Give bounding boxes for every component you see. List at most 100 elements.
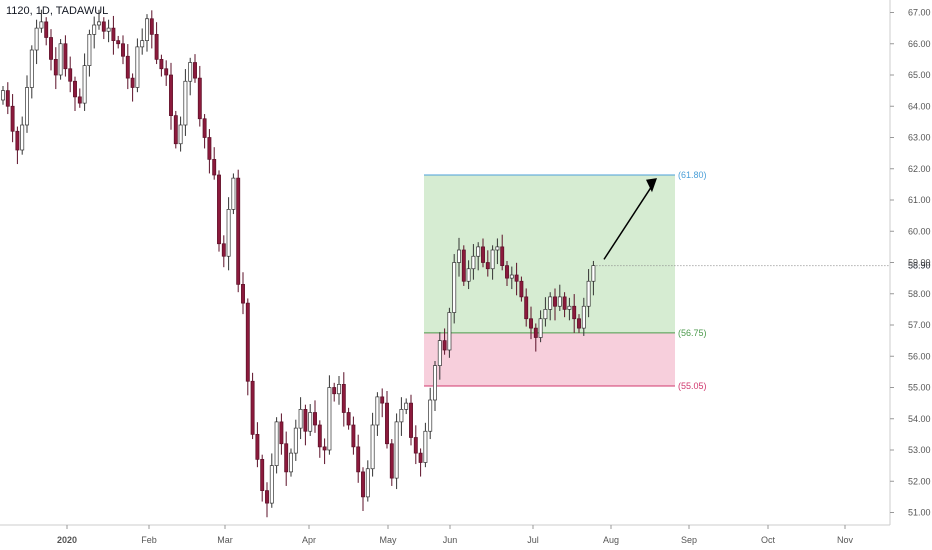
candle-body xyxy=(202,118,207,138)
candle xyxy=(197,65,202,127)
candle-body xyxy=(351,424,356,448)
candle-body xyxy=(154,34,159,60)
candle xyxy=(250,372,255,440)
candle xyxy=(260,454,265,502)
candle-body xyxy=(543,309,548,320)
candle-body xyxy=(125,55,130,79)
price-tick-label: 56.00 xyxy=(908,351,931,361)
candle-body xyxy=(572,305,577,320)
candle xyxy=(284,431,289,486)
price-tick-label: 58.00 xyxy=(908,289,931,299)
candle-body xyxy=(188,62,193,82)
candle xyxy=(461,245,466,286)
candle xyxy=(44,17,49,46)
candle-body xyxy=(68,68,73,82)
candle-body xyxy=(577,318,581,329)
candle xyxy=(169,62,173,130)
candle xyxy=(476,242,481,271)
candle-body xyxy=(457,249,461,263)
price-tick-label: 66.00 xyxy=(908,39,931,49)
candle-body xyxy=(241,284,245,304)
candle xyxy=(452,254,457,324)
candle xyxy=(356,434,361,483)
candle-body xyxy=(231,177,236,210)
candle xyxy=(58,39,63,80)
candle-body xyxy=(73,80,77,98)
candle-body xyxy=(49,37,53,60)
candle xyxy=(538,310,543,343)
candle-body xyxy=(433,365,437,401)
candle xyxy=(111,15,116,55)
candle-body xyxy=(529,318,533,329)
candle-body xyxy=(130,77,135,88)
time-tick-label: Apr xyxy=(302,535,316,545)
candle xyxy=(293,419,298,461)
candle xyxy=(577,314,581,333)
candle xyxy=(375,392,380,436)
candle-body xyxy=(140,40,145,48)
candle-body xyxy=(97,21,101,26)
stop-level-label: (55.05) xyxy=(678,381,707,391)
time-tick-label: Sep xyxy=(681,535,697,545)
candle-body xyxy=(236,177,241,285)
candle xyxy=(255,422,260,468)
candle xyxy=(20,116,25,155)
price-tick-label: 62.00 xyxy=(908,164,931,174)
time-tick-label: Mar xyxy=(217,535,233,545)
candle-body xyxy=(509,274,514,279)
candle-body xyxy=(226,209,231,257)
candle-body xyxy=(15,130,20,151)
last-price-label: 58.90 xyxy=(908,261,931,271)
price-tick-label: 54.00 xyxy=(908,414,931,424)
candle-body xyxy=(317,424,322,448)
candle xyxy=(509,266,514,290)
projection-arrow-head xyxy=(646,178,657,193)
candle xyxy=(428,387,433,440)
candle-body xyxy=(106,27,111,32)
candle xyxy=(389,439,394,486)
candle xyxy=(346,407,351,430)
candle-body xyxy=(399,409,404,423)
target-level-label: (61.80) xyxy=(678,170,707,180)
projection-arrow-line xyxy=(603,182,655,260)
candle xyxy=(490,245,495,280)
candle xyxy=(25,75,29,133)
candle xyxy=(437,332,442,380)
candle xyxy=(130,73,135,102)
candle xyxy=(279,413,284,455)
candle xyxy=(1,85,5,105)
candle-body xyxy=(394,421,399,479)
candle-body xyxy=(461,249,466,282)
candle xyxy=(313,400,317,433)
candle xyxy=(485,250,490,277)
candle-body xyxy=(591,265,596,282)
candle-body xyxy=(437,340,442,366)
candle xyxy=(53,47,58,90)
symbol-title: 1120, 1D, TADAWUL xyxy=(6,5,109,17)
candle-body xyxy=(221,243,226,257)
candle-body xyxy=(538,318,543,338)
candle xyxy=(399,397,404,436)
candle-body xyxy=(193,62,197,79)
candle xyxy=(505,260,509,286)
candle-body xyxy=(101,21,106,32)
candle xyxy=(77,88,82,108)
candle-body xyxy=(385,402,389,445)
candle xyxy=(226,197,231,271)
candle-body xyxy=(121,43,125,57)
candle-body xyxy=(217,174,221,245)
price-axis: 67.00 66.00 65.00 64.00 63.00 62.00 61.00 60.00… xyxy=(889,0,931,525)
time-tick-label: Jun xyxy=(443,535,458,545)
candle xyxy=(562,292,567,318)
candle-body xyxy=(279,421,284,445)
candle-body xyxy=(389,443,394,479)
candle xyxy=(82,53,87,111)
candle-body xyxy=(111,27,116,41)
candle-body xyxy=(149,18,154,35)
candle xyxy=(442,328,447,355)
candle xyxy=(567,297,572,321)
candle-body xyxy=(284,443,289,473)
time-tick-label: Feb xyxy=(141,535,157,545)
candle-body xyxy=(481,246,485,263)
